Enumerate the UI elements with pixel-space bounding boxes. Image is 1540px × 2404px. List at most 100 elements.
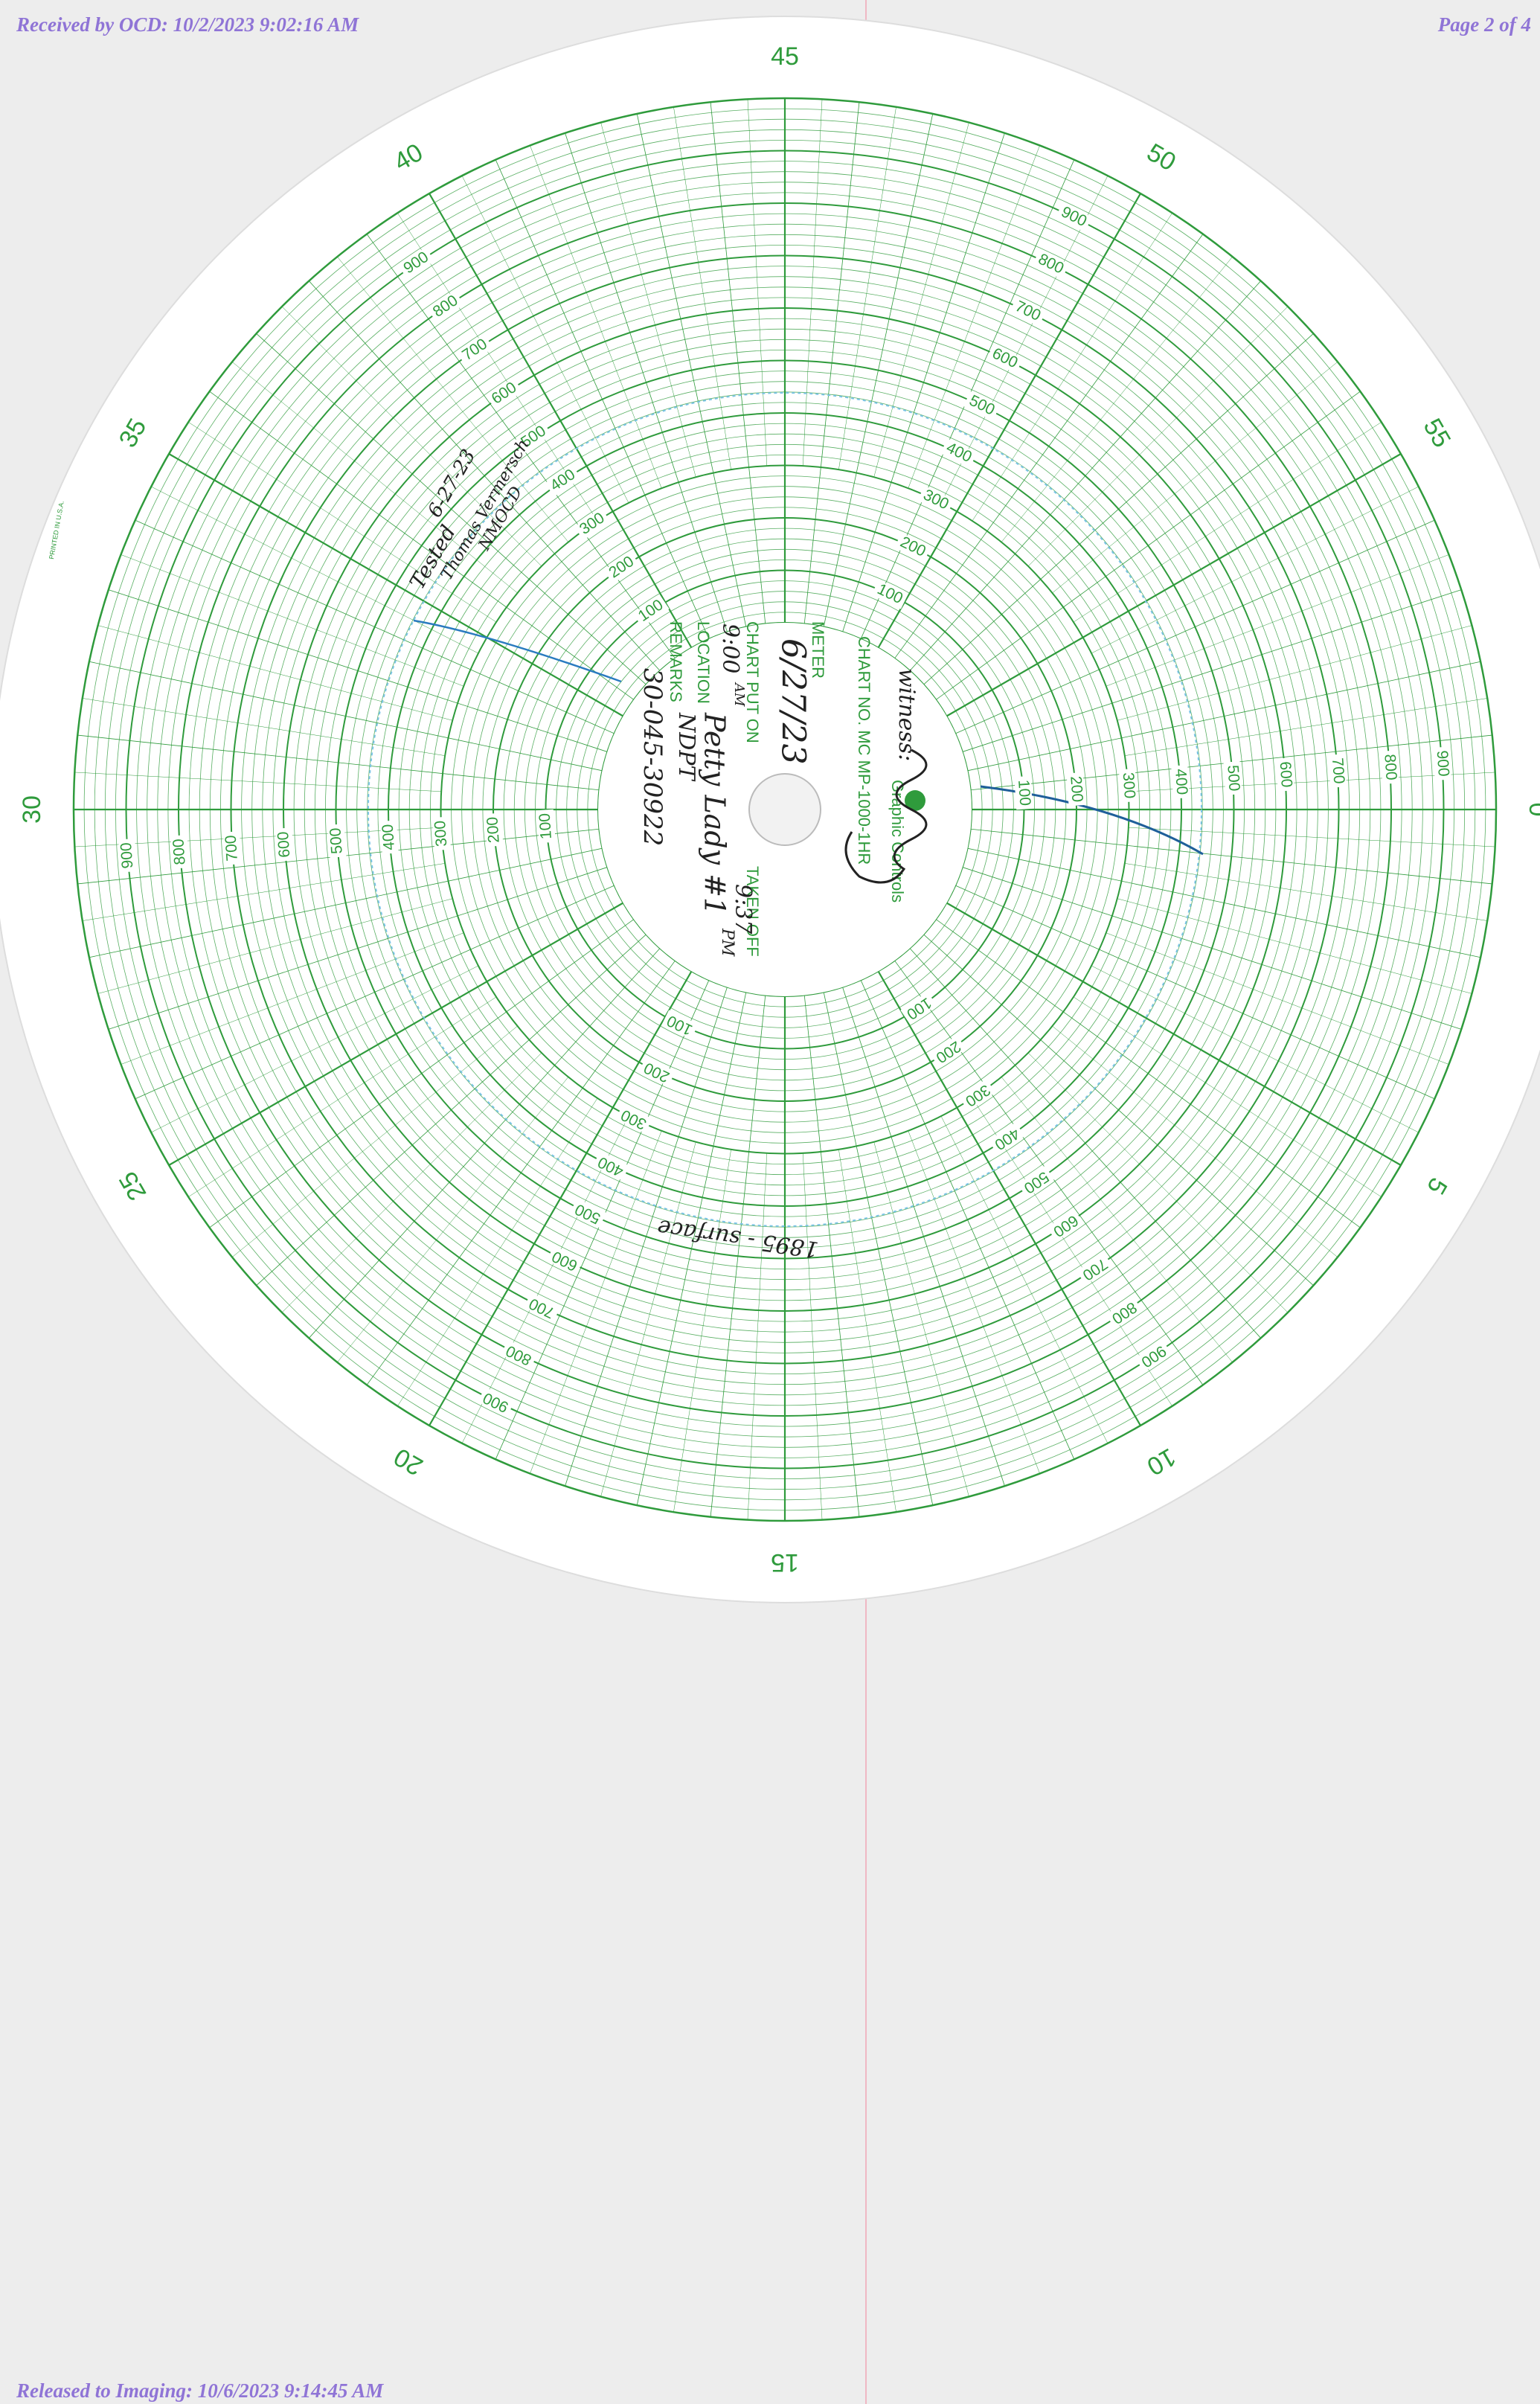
ring-label: 600 <box>275 831 293 859</box>
put-on-date: 6/27/23 <box>774 638 812 765</box>
received-stamp: Received by OCD: 10/2/2023 9:02:16 AM <box>16 13 359 36</box>
grid-radial <box>838 106 896 470</box>
ring-label-bg <box>432 816 452 850</box>
ring-label-bg <box>1432 746 1451 781</box>
grid-radial <box>894 234 1204 659</box>
ring-label-bg <box>1118 769 1138 803</box>
time-grid-line <box>429 970 693 1426</box>
grid-radial <box>935 919 1361 1228</box>
taken-off-time: 9:37 <box>730 884 756 935</box>
grid-radial <box>1106 554 1449 687</box>
ring-label-bg <box>1018 1165 1054 1198</box>
ring-label-bg <box>963 391 1001 421</box>
grid-radial <box>803 995 860 1517</box>
time-label: 15 <box>771 1548 799 1577</box>
ring-label-bg <box>1047 1209 1084 1242</box>
ring-label-bg <box>900 992 937 1024</box>
grid-radial <box>823 113 934 627</box>
ring-label-bg <box>222 831 242 865</box>
field-label: METER <box>809 621 827 679</box>
ring-label-bg <box>1076 1252 1113 1285</box>
time-grid-line <box>877 970 1141 1426</box>
grid-radial <box>838 1149 896 1513</box>
grid-radial <box>188 422 497 623</box>
grid-radial <box>747 99 768 467</box>
grid-radial <box>1027 1052 1289 1313</box>
ring-label: 500 <box>327 827 345 855</box>
grid-radial <box>530 1130 662 1474</box>
pen-trace <box>980 785 1204 856</box>
grid-radial <box>1073 422 1382 623</box>
grid-radial <box>108 867 608 1030</box>
ring-label-bg <box>986 344 1024 374</box>
grid-radial <box>972 1097 1172 1406</box>
ring-label-bg <box>478 1387 515 1417</box>
ring-label-bg <box>524 1292 561 1322</box>
ring-label-bg <box>546 1246 584 1275</box>
grid-radial <box>908 145 1040 489</box>
grid-radial <box>923 934 1314 1286</box>
grid-radial <box>873 1141 969 1497</box>
ring-label: 200 <box>484 816 502 844</box>
ring-label-bg <box>894 533 931 562</box>
ring-label-bg <box>501 1339 538 1370</box>
grid-radial <box>1052 362 1338 594</box>
field-label: LOCATION <box>694 621 713 704</box>
hub-text: CHART NO. MC MP-1000-1HR Graphic Control… <box>638 621 928 957</box>
grid-radial <box>1117 625 1472 721</box>
grid-radial <box>337 256 569 542</box>
grid-radial <box>461 176 629 504</box>
field-label: CHART PUT ON <box>743 621 762 743</box>
grid-radial <box>1124 698 1488 756</box>
time-grid-line <box>168 902 624 1166</box>
ring-label: 700 <box>222 835 241 862</box>
grid-radial <box>281 1052 542 1313</box>
ring-label: 700 <box>1329 757 1347 785</box>
grid-radial <box>82 698 446 756</box>
grid-radial <box>1073 996 1382 1197</box>
grid-radial <box>309 281 661 671</box>
grid-radial <box>747 1153 768 1520</box>
ring-label-bg <box>398 247 435 280</box>
ring-label-bg <box>118 839 138 873</box>
grid-radial <box>955 519 1435 734</box>
grid-radial <box>909 281 1261 671</box>
ring-label-bg <box>486 377 523 410</box>
grid-radial <box>1027 306 1289 567</box>
grid-radial <box>397 213 598 522</box>
ring-label-bg <box>959 1079 996 1111</box>
grid-radial <box>82 863 446 921</box>
grid-radial <box>962 867 1462 1030</box>
ring-label-bg <box>1106 1296 1143 1329</box>
ring-label-bg <box>988 1122 1025 1155</box>
grid-radial <box>802 99 823 467</box>
logo <box>905 790 925 811</box>
ring-label-bg <box>1135 1339 1172 1372</box>
grid-radial <box>209 391 635 700</box>
ring-label: 500 <box>1224 765 1242 792</box>
grid-radial <box>600 1141 696 1497</box>
ring-label-bg <box>327 824 347 858</box>
grid-radial <box>231 1025 518 1257</box>
grid-radial <box>397 1097 598 1406</box>
ring-label: 900 <box>1434 750 1452 778</box>
grid-radial <box>74 772 442 792</box>
taken-off-ampm: PM <box>718 928 737 957</box>
ring-label-bg <box>484 812 504 847</box>
grid-radial <box>97 625 453 721</box>
grid-radial <box>940 1115 1109 1443</box>
ring-label: 600 <box>1277 761 1295 789</box>
grid-radial <box>89 847 603 958</box>
grid-radial <box>908 1130 1040 1474</box>
ring-label: 400 <box>1172 768 1190 795</box>
grid-radial <box>256 934 647 1286</box>
chart-grid <box>72 97 1498 1522</box>
center-hole <box>748 773 821 846</box>
ring-label: 100 <box>1015 779 1033 807</box>
put-on-time: 9:00 <box>717 624 743 673</box>
grid-radial <box>151 486 479 654</box>
grid-radial <box>1117 898 1472 994</box>
page-number: Page 2 of 4 <box>1437 13 1531 36</box>
field-label: TAKEN OFF <box>743 866 762 957</box>
